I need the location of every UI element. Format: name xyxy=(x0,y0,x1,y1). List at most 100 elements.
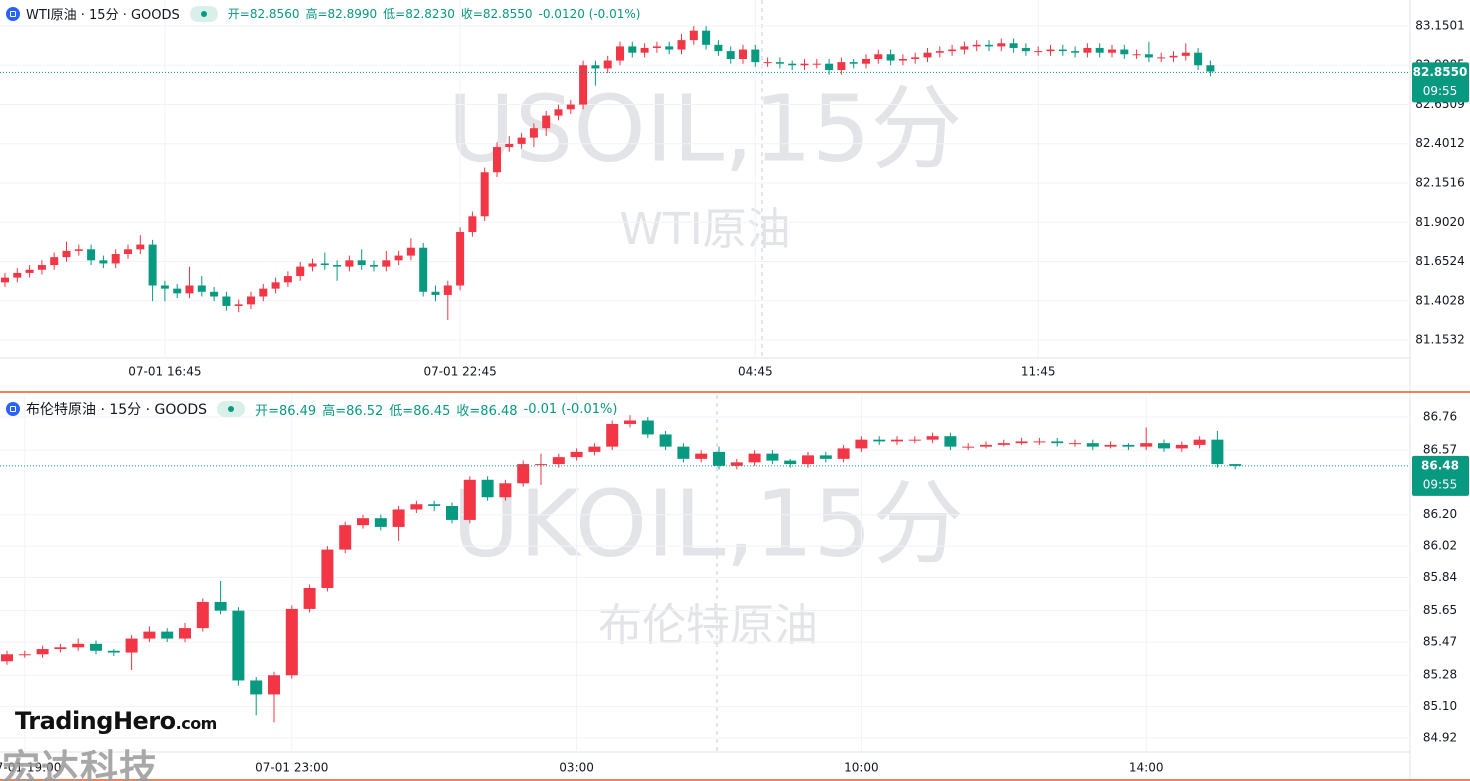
candle-body xyxy=(50,257,59,266)
candle-body xyxy=(1021,47,1030,52)
candle-body xyxy=(232,610,245,681)
candle-body xyxy=(677,40,686,50)
y-tick-label: 85.65 xyxy=(1423,603,1457,617)
candle-body xyxy=(505,143,514,148)
candle-body xyxy=(554,109,563,116)
candle-body xyxy=(640,47,649,53)
candle-body xyxy=(997,443,1010,445)
candle-body xyxy=(1140,443,1153,447)
candle-body xyxy=(862,58,870,64)
candle-body xyxy=(641,420,654,435)
candle-body xyxy=(250,680,263,695)
brand-suffix: .com xyxy=(175,714,218,733)
candle-body xyxy=(320,263,329,266)
candle-body xyxy=(196,601,209,629)
candle-body xyxy=(566,104,575,110)
candle-body xyxy=(713,451,725,466)
pane: USOIL,15分WTI原油83.150182.900582.650982.40… xyxy=(0,0,1469,379)
candle-body xyxy=(628,46,637,53)
y-tick-label: 85.84 xyxy=(1423,570,1457,584)
candle-body xyxy=(748,453,761,463)
candle-body xyxy=(87,249,96,261)
candle-body xyxy=(143,631,156,639)
candle-body xyxy=(825,63,834,70)
legend-change: -0.01 (-0.01%) xyxy=(523,401,618,417)
x-tick-label: 07-01 16:45 xyxy=(128,365,201,379)
y-tick-label: 81.9020 xyxy=(1415,215,1465,229)
candle-body xyxy=(1158,443,1170,449)
candle-body xyxy=(339,525,352,550)
candle-body xyxy=(874,54,883,59)
candle-body xyxy=(784,460,797,465)
symbol-icon xyxy=(6,402,20,416)
candle-body xyxy=(463,479,476,520)
x-tick-label: 07-01 22:45 xyxy=(423,365,496,379)
candle-body xyxy=(972,44,981,47)
candle-body xyxy=(837,448,850,459)
candle-body xyxy=(197,285,206,292)
candle-body xyxy=(1229,464,1242,466)
watermark: USOIL,15分 xyxy=(448,75,963,182)
candle-body xyxy=(222,296,231,306)
candle-body xyxy=(689,30,698,41)
candle-body xyxy=(161,631,174,639)
candle-body xyxy=(908,439,921,441)
countdown-label: 09:55 xyxy=(1423,84,1458,98)
brand-name: TradingHero xyxy=(15,707,176,735)
candle-body xyxy=(873,439,886,442)
candle-body xyxy=(1157,57,1166,59)
visibility-toggle[interactable] xyxy=(189,5,218,22)
y-tick-label: 85.10 xyxy=(1423,699,1457,713)
candle-body xyxy=(1120,49,1129,55)
visibility-toggle[interactable] xyxy=(217,401,246,417)
candle-body xyxy=(726,51,735,59)
candle-body xyxy=(837,62,846,70)
candle-body xyxy=(1211,439,1224,465)
candle-body xyxy=(321,549,334,588)
legend-header: WTI原油 · 15分 · GOODS 开=82.8560 高=82.8990 … xyxy=(6,4,640,23)
candle-body xyxy=(891,439,903,442)
candle-body xyxy=(588,446,601,452)
y-tick-label: 82.1516 xyxy=(1415,175,1465,189)
candle-body xyxy=(552,457,565,465)
candle-body xyxy=(714,44,723,52)
x-tick-label: 04:45 xyxy=(738,365,773,379)
candle-body xyxy=(962,446,975,448)
candle-body xyxy=(535,464,547,466)
candle-body xyxy=(1181,52,1190,56)
candle-body xyxy=(345,260,354,267)
candle-body xyxy=(382,260,391,267)
candle-body xyxy=(1046,49,1055,52)
candle-body xyxy=(1169,55,1178,58)
candle-body xyxy=(443,285,452,295)
candle-body xyxy=(1069,443,1081,445)
candle-body xyxy=(148,244,157,286)
candle-body xyxy=(1083,47,1092,53)
candle-body xyxy=(1108,49,1116,53)
x-tick-label: 07-01 19:00 xyxy=(0,761,61,775)
candle-body xyxy=(493,147,501,173)
candle-body xyxy=(944,436,957,447)
candle-body xyxy=(517,464,530,484)
candle-body xyxy=(591,65,600,69)
candle-body xyxy=(124,249,132,255)
candle-body xyxy=(271,282,280,289)
y-tick-label: 86.57 xyxy=(1423,443,1457,457)
legend-high: 高=82.8990 xyxy=(305,7,378,21)
candle-body xyxy=(1193,439,1206,445)
candle-body xyxy=(74,249,83,251)
candle-body xyxy=(542,115,551,129)
y-tick-label: 85.28 xyxy=(1423,668,1457,682)
candle-body xyxy=(234,304,243,306)
candle-body xyxy=(25,269,34,273)
candle-body xyxy=(72,643,85,648)
symbol-title: 布伦特原油 · 15分 · GOODS xyxy=(26,402,208,418)
legend-close: 收=86.48 xyxy=(456,403,518,419)
legend-close: 收=82.8550 xyxy=(460,7,533,21)
candle-body xyxy=(603,60,612,69)
candle-body xyxy=(579,65,588,105)
y-tick-label: 81.6524 xyxy=(1415,254,1465,268)
x-tick-label: 03:00 xyxy=(559,761,594,775)
